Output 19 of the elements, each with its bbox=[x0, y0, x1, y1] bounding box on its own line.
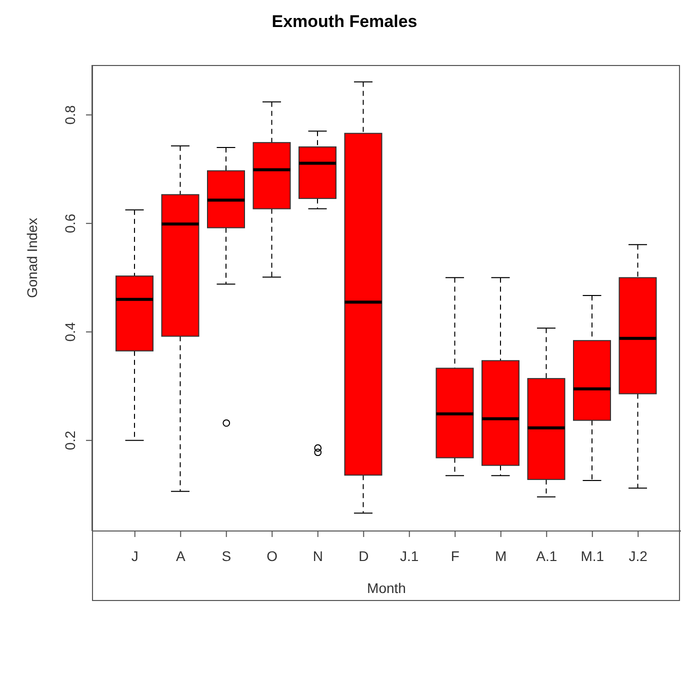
x-tick-label: M bbox=[495, 548, 507, 564]
x-tick-label: A.1 bbox=[536, 548, 558, 564]
y-tick-label: 0.6 bbox=[62, 213, 78, 234]
y-tick-label: 0.2 bbox=[62, 430, 78, 450]
y-tick-label: 0.8 bbox=[62, 104, 78, 125]
x-tick-label: M.1 bbox=[580, 548, 604, 564]
x-axis-title: Month bbox=[367, 580, 406, 596]
x-tick-label: J.2 bbox=[628, 548, 648, 564]
x-tick-label: O bbox=[266, 548, 278, 564]
y-tick-label: 0.4 bbox=[62, 322, 78, 342]
x-tick-label: N bbox=[312, 548, 323, 564]
x-tick-label: D bbox=[358, 548, 369, 564]
x-tick-label: J.1 bbox=[400, 548, 419, 564]
x-tick-label: F bbox=[450, 548, 460, 564]
x-tick-label: S bbox=[222, 548, 232, 564]
x-tick-label: A bbox=[176, 548, 186, 564]
chart-title: Exmouth Females bbox=[270, 12, 418, 32]
y-axis-title: Gonad Index bbox=[24, 218, 40, 298]
x-tick-label: J bbox=[131, 548, 138, 564]
